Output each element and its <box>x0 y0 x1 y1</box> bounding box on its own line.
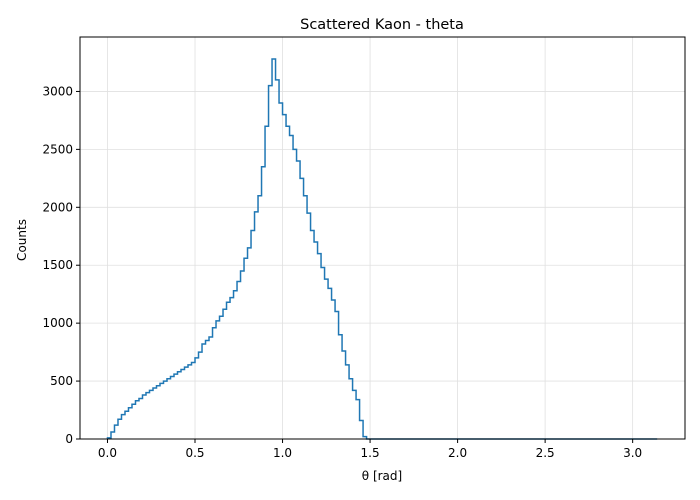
y-tick-label: 0 <box>65 432 73 446</box>
y-axis-label: Counts <box>15 219 29 261</box>
x-axis-label: θ [rad] <box>362 469 402 483</box>
x-tick-label: 3.0 <box>623 446 642 460</box>
x-tick-label: 2.5 <box>536 446 555 460</box>
x-tick-label: 0.5 <box>185 446 204 460</box>
y-tick-label: 1500 <box>42 258 73 272</box>
y-tick-label: 3000 <box>42 84 73 98</box>
histogram-step-line <box>106 58 658 440</box>
y-axis-ticks: 0 500 1000 1500 2000 2500 3000 <box>42 84 80 446</box>
x-axis-ticks: 0.0 0.5 1.0 1.5 2.0 2.5 3.0 <box>98 439 642 460</box>
y-tick-label: 500 <box>50 374 73 388</box>
chart-title: Scattered Kaon - theta <box>300 17 464 33</box>
y-tick-label: 2500 <box>42 142 73 156</box>
axes-frame <box>79 36 686 440</box>
x-tick-label: 1.0 <box>273 446 292 460</box>
x-tick-label: 0.0 <box>98 446 117 460</box>
x-tick-label: 1.5 <box>361 446 380 460</box>
x-tick-label: 2.0 <box>448 446 467 460</box>
grid <box>80 37 685 440</box>
plot-area <box>106 58 658 440</box>
y-tick-label: 2000 <box>42 200 73 214</box>
y-tick-label: 1000 <box>42 316 73 330</box>
